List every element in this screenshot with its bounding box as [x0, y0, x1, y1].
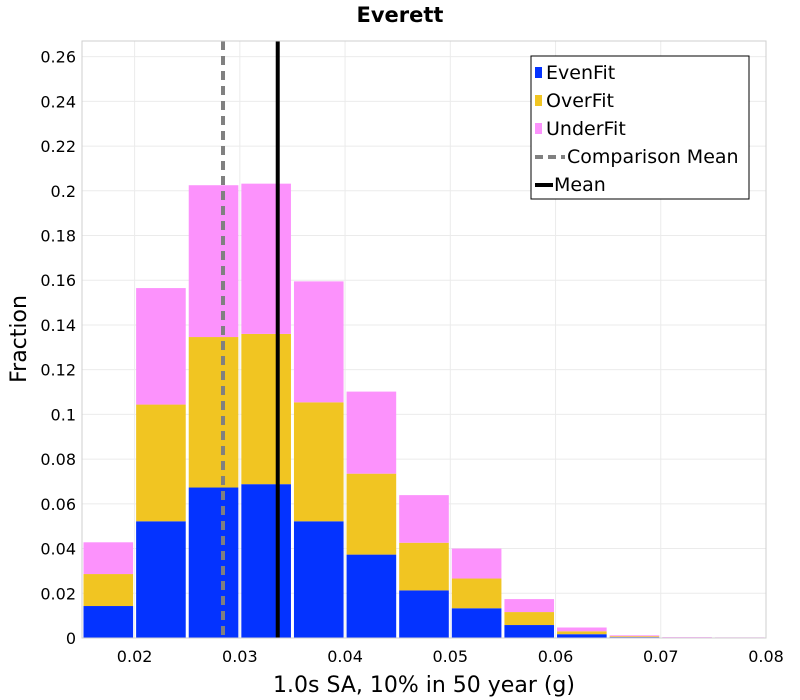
bar-underfit-4	[293, 281, 344, 403]
bar-underfit-1	[136, 288, 186, 405]
bar-evenfit-1	[136, 521, 186, 638]
y-axis-title: Fraction	[7, 295, 32, 383]
legend-label-evenfit: EvenFit	[546, 62, 615, 84]
bar-underfit-9	[557, 627, 607, 632]
y-tick-label-8: 0.16	[40, 271, 76, 290]
bar-underfit-6	[399, 495, 449, 543]
y-tick-label-11: 0.22	[40, 137, 76, 156]
chart-title: Everett	[357, 3, 444, 27]
bar-overfit-1	[136, 404, 186, 522]
bar-underfit-5	[346, 391, 397, 474]
y-tick-label-3: 0.06	[40, 495, 76, 514]
bar-overfit-7	[451, 578, 502, 609]
y-tick-label-7: 0.14	[40, 316, 76, 335]
y-tick-label-4: 0.08	[40, 450, 76, 469]
x-tick-label-0: 0.02	[117, 647, 153, 666]
y-axis-tick-labels: 0 0.02 0.04 0.06 0.08 0.1 0.12 0.14 0.16 0.18 0.2 0…	[40, 48, 76, 648]
bar-overfit-5	[346, 473, 397, 555]
y-tick-label-12: 0.24	[40, 92, 76, 111]
bar-underfit-8	[504, 599, 555, 613]
legend-swatch-underfit	[535, 123, 542, 134]
bar-evenfit-5	[346, 554, 397, 638]
y-tick-label-6: 0.12	[40, 361, 76, 380]
legend-swatch-overfit	[535, 95, 542, 106]
x-tick-label-4: 0.06	[538, 647, 574, 666]
bar-evenfit-0	[83, 606, 134, 638]
bar-evenfit-2	[188, 487, 239, 638]
bar-underfit-7	[451, 548, 502, 579]
bar-overfit-3	[241, 333, 291, 485]
bar-underfit-2	[188, 185, 239, 338]
plot-area-frame	[81, 40, 767, 639]
legend: EvenFit OverFit UnderFit Comparison Mean Mea…	[530, 55, 750, 200]
bar-evenfit-7	[451, 608, 502, 638]
y-tick-label-10: 0.2	[51, 182, 76, 201]
x-tick-label-6: 0.08	[748, 647, 784, 666]
bar-underfit-3	[241, 183, 291, 334]
x-axis-title: 1.0s SA, 10% in 50 year (g)	[273, 673, 575, 698]
bar-evenfit-8	[504, 625, 555, 638]
bar-underfit-10	[609, 635, 660, 637]
x-tick-label-3: 0.05	[432, 647, 468, 666]
legend-swatch-evenfit	[535, 67, 542, 78]
x-tick-label-5: 0.07	[643, 647, 679, 666]
y-tick-label-2: 0.04	[40, 540, 76, 559]
bar-evenfit-3	[241, 484, 291, 638]
bar-overfit-8	[504, 612, 555, 626]
bar-evenfit-6	[399, 590, 449, 638]
y-tick-label-5: 0.1	[51, 405, 76, 424]
bar-overfit-0	[83, 574, 134, 607]
legend-box	[530, 55, 750, 200]
bar-evenfit-4	[293, 521, 344, 638]
legend-label-comparison-mean: Comparison Mean	[567, 146, 739, 168]
bar-overfit-4	[293, 402, 344, 522]
y-tick-label-13: 0.26	[40, 48, 76, 67]
bar-overfit-6	[399, 542, 449, 591]
bars	[83, 183, 765, 638]
legend-label-mean: Mean	[554, 174, 606, 196]
x-tick-label-2: 0.04	[327, 647, 363, 666]
x-axis-tick-labels: 0.02 0.03 0.04 0.05 0.06 0.07 0.08	[117, 647, 784, 666]
bar-evenfit-9	[557, 634, 607, 638]
bar-overfit-9	[557, 631, 607, 635]
bar-overfit-10	[609, 636, 660, 638]
y-tick-label-9: 0.18	[40, 227, 76, 246]
legend-label-overfit: OverFit	[546, 90, 614, 112]
y-tick-label-0: 0	[66, 629, 76, 648]
bar-underfit-0	[83, 542, 134, 575]
x-tick-label-1: 0.03	[222, 647, 258, 666]
mean-lines	[221, 41, 280, 638]
legend-label-underfit: UnderFit	[546, 118, 626, 140]
bar-overfit-2	[188, 337, 239, 488]
y-tick-label-1: 0.02	[40, 584, 76, 603]
